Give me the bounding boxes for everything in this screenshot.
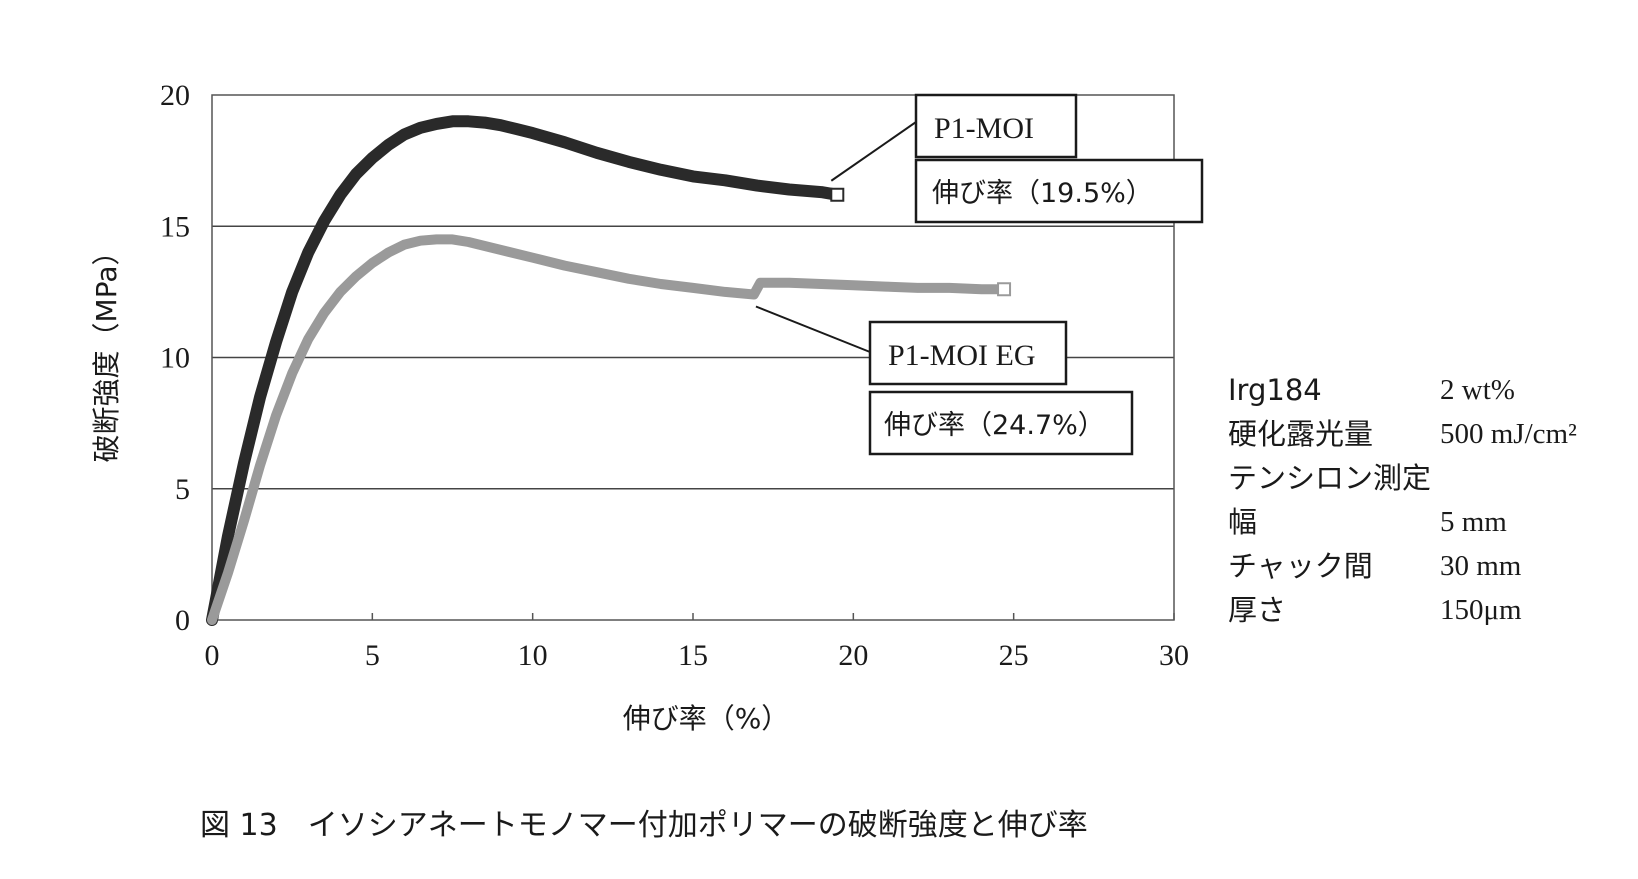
condition-value: 150μm [1440,594,1522,626]
x-tick-label: 30 [1159,639,1189,672]
condition-label: Irg184 [1228,373,1322,407]
p1-moi-eg-leader-line [755,305,871,353]
p1-moi-eg-name-label: P1-MOI EG [888,339,1036,372]
axis-ticks: 0 5 10 15 20 0 5 10 15 20 25 30 [160,79,1189,672]
y-tick-label: 5 [175,473,190,506]
condition-value: 500 mJ/cm² [1440,418,1577,450]
p1-moi-leader-line [830,121,917,182]
p1-moi-elongation-box [914,158,1204,224]
condition-value: 5 mm [1440,506,1507,538]
series-endpoint-p1-moi-eg [997,282,1012,297]
series-line-p1-moi [206,115,844,626]
condition-label: 厚さ [1228,593,1287,627]
x-axis-title: 伸び率（%） [623,702,790,735]
y-tick-label: 15 [160,210,190,243]
p1-moi-name-label: P1-MOI [934,112,1034,145]
condition-label: テンシロン測定 [1228,461,1432,495]
series-lines [206,115,1012,626]
p1-moi-eg-elongation-label: 伸び率（24.7%） [884,410,1105,441]
y-axis-title: 破断強度（MPa） [90,238,123,463]
x-tick-label: 20 [838,639,868,672]
x-tick-label: 0 [205,639,220,672]
y-tick-label: 10 [160,342,190,375]
p1-moi-elongation-label: 伸び率（19.5%） [932,178,1153,209]
condition-value: 2 wt% [1440,374,1515,406]
series-line-p1-moi-eg [207,234,1009,625]
condition-value: 30 mm [1440,550,1522,582]
x-tick-label: 5 [365,639,380,672]
y-tick-label: 20 [160,79,190,112]
x-tick-label: 25 [999,639,1029,672]
p1-moi-eg-elongation-box [868,390,1134,456]
condition-label: 幅 [1228,505,1258,539]
y-tick-label: 0 [175,604,190,637]
x-tick-label: 15 [678,639,708,672]
p1-moi-eg-name-box [868,320,1068,386]
condition-label: 硬化露光量 [1228,417,1374,451]
x-tick-label: 10 [518,639,548,672]
figure-caption: 図 13 イソシアネートモノマー付加ポリマーの破断強度と伸び率 [200,808,1088,843]
callouts: P1-MOI 伸び率（19.5%） P1-MOI EG 伸び率（24.7%） [755,93,1204,456]
p1-moi-name-box [914,93,1078,159]
series-endpoint-p1-moi [830,187,845,202]
condition-label: チャック間 [1228,549,1373,583]
